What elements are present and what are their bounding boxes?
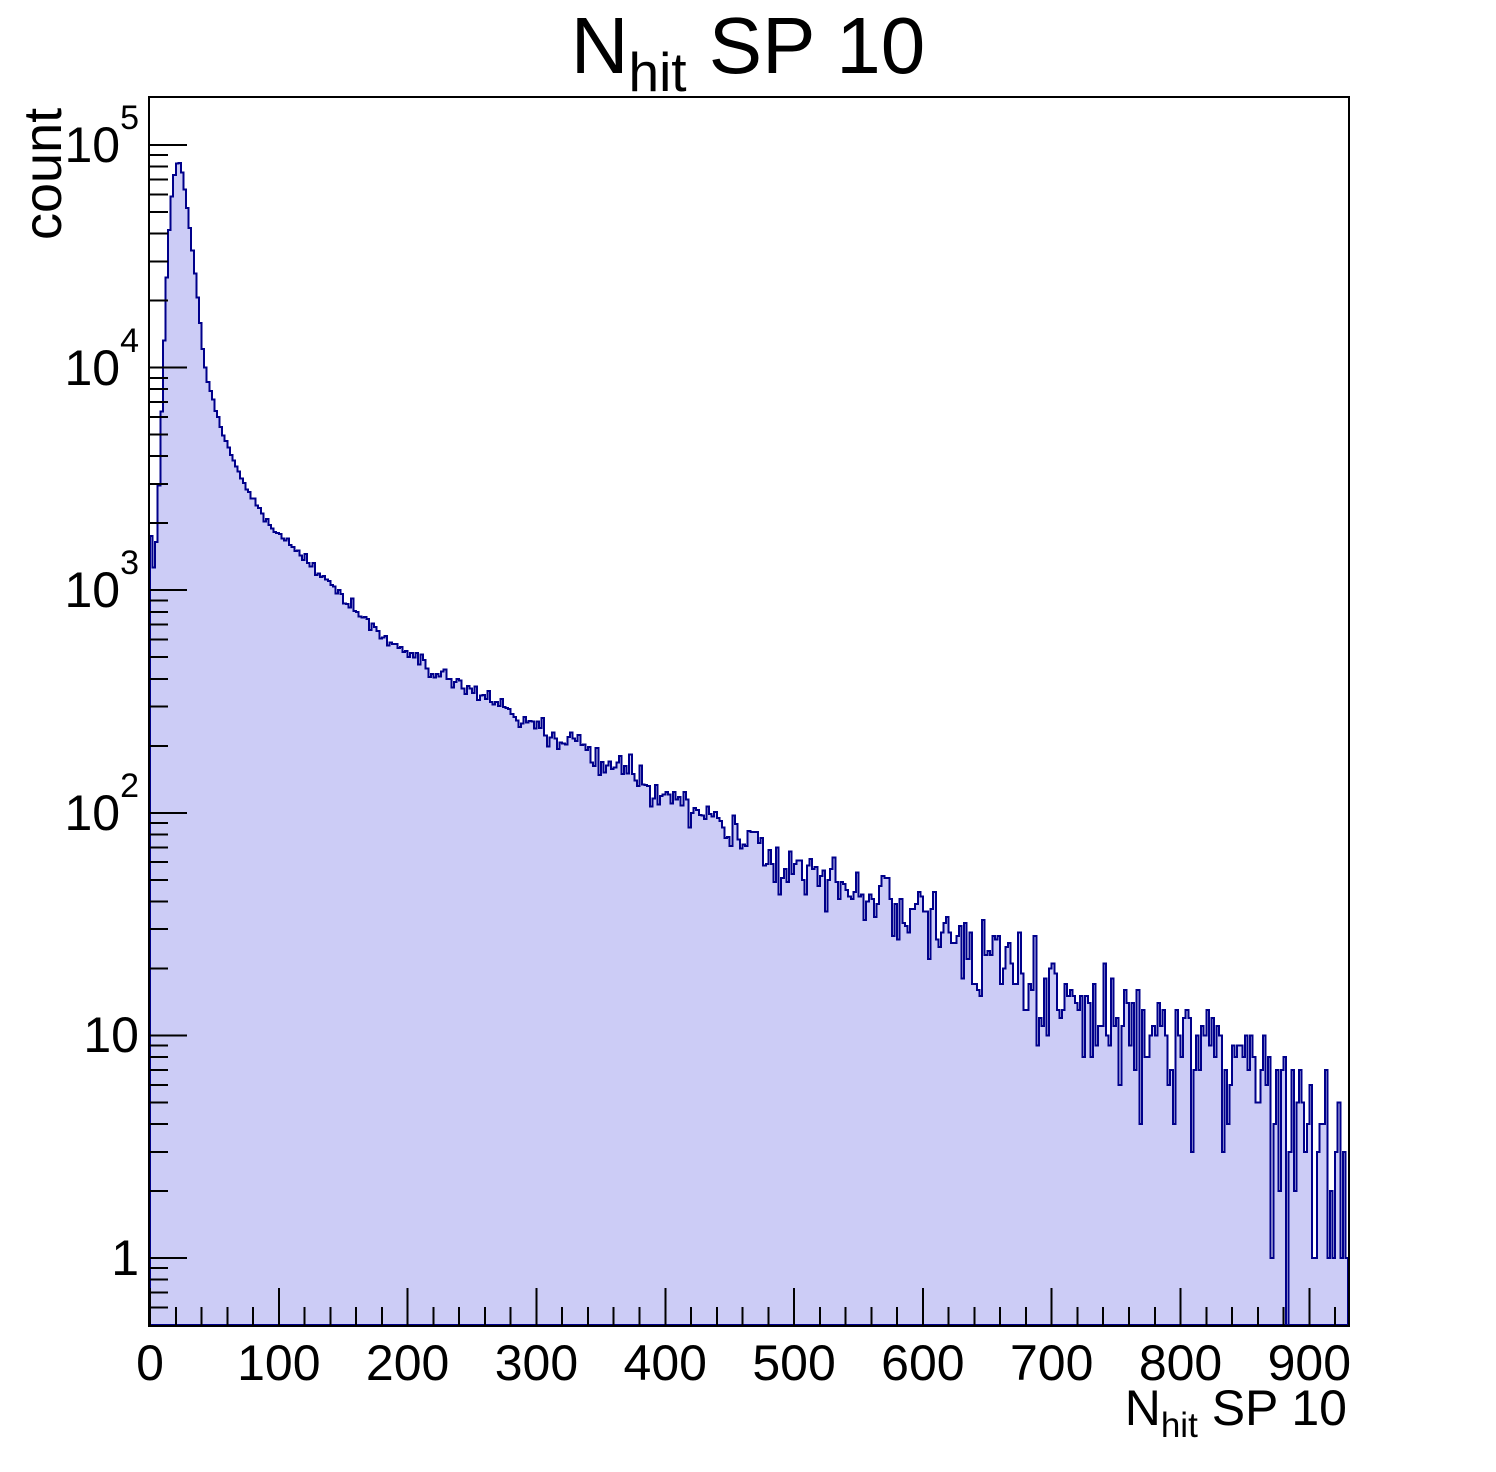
y-tick-label-exponent: 3 <box>120 544 139 583</box>
y-tick-label-base: 10 <box>64 117 121 173</box>
y-tick-label-base: 10 <box>64 784 121 841</box>
y-tick-label-exponent: 5 <box>120 99 139 138</box>
plot-area <box>148 96 1350 1327</box>
x-tick-label: 400 <box>623 1335 707 1391</box>
x-axis-title-subscript: hit <box>1160 1406 1198 1445</box>
x-tick-label: 700 <box>1010 1335 1094 1391</box>
y-tick-label-base: 10 <box>64 562 121 619</box>
y-tick-label-base: 1 <box>111 1230 139 1286</box>
x-tick-label: 0 <box>136 1335 164 1391</box>
x-tick-label: 800 <box>1138 1335 1223 1391</box>
x-tick-label: 200 <box>365 1335 450 1391</box>
y-tick-label: 104 <box>0 324 139 396</box>
x-axis-title: Nhit SP 10 <box>1125 1381 1347 1446</box>
x-tick-label: 300 <box>494 1335 579 1391</box>
x-tick-label: 100 <box>237 1335 321 1391</box>
x-tick-label: 600 <box>881 1335 965 1391</box>
histogram-series <box>150 161 1348 1325</box>
x-tick-label: 500 <box>752 1335 836 1391</box>
x-axis-title-main: N <box>1124 1380 1161 1436</box>
histogram-plot <box>150 144 1348 1325</box>
y-tick-label: 102 <box>0 769 139 841</box>
chart-title-subscript: hit <box>628 41 687 103</box>
y-tick-label: 103 <box>0 546 139 619</box>
x-tick-label: 900 <box>1267 1335 1352 1391</box>
y-tick-label-exponent: 4 <box>120 321 139 360</box>
y-tick-label-exponent: 2 <box>120 766 139 805</box>
chart-title-rest: SP 10 <box>686 1 926 90</box>
y-tick-label: 1 <box>0 1231 139 1285</box>
y-tick-label: 10 <box>0 1008 139 1062</box>
chart-title-main: N <box>570 1 629 90</box>
x-axis-title-rest: SP 10 <box>1197 1380 1347 1436</box>
chart-title: Nhit SP 10 <box>149 6 1347 100</box>
y-tick-label-base: 10 <box>83 1007 139 1064</box>
y-tick-label: 105 <box>0 101 139 173</box>
y-tick-label-base: 10 <box>64 339 121 396</box>
